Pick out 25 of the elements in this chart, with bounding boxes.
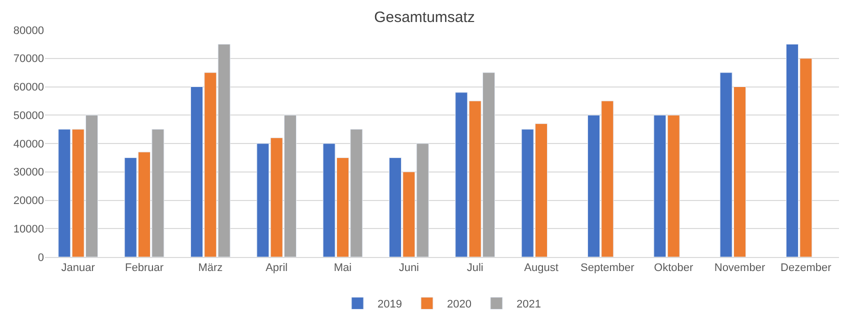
y-tick-label: 20000 (13, 195, 44, 208)
x-tick-label: Juli (466, 262, 484, 274)
y-tick-label: 80000 (13, 24, 44, 37)
y-tick-label: 50000 (13, 110, 44, 122)
x-tick-label: Oktober (654, 262, 694, 274)
y-tick-label: 60000 (13, 82, 44, 94)
x-tick-label: November (714, 262, 766, 274)
legend-label: 2020 (446, 298, 472, 311)
x-tick-label: Februar (124, 262, 164, 274)
x-tick-label: Dezember (780, 262, 832, 274)
x-tick-label: Mai (334, 262, 352, 274)
x-tick-label: August (524, 262, 558, 274)
y-tick-label: 70000 (13, 53, 44, 66)
legend-label: 2019 (378, 298, 402, 311)
x-tick-label: Juni (398, 262, 420, 274)
y-tick-label: 30000 (13, 166, 44, 179)
x-tick-label: April (266, 262, 288, 274)
y-tick-label: 0 (38, 252, 44, 264)
y-tick-label: 40000 (13, 138, 44, 150)
x-tick-label: März (198, 262, 223, 274)
x-tick-label: Januar (61, 262, 96, 274)
chart-title: Gesamtumsatz (374, 8, 475, 26)
x-tick-label: September (580, 262, 635, 274)
y-tick-label: 10000 (13, 223, 44, 236)
legend-label: 2021 (516, 298, 541, 311)
